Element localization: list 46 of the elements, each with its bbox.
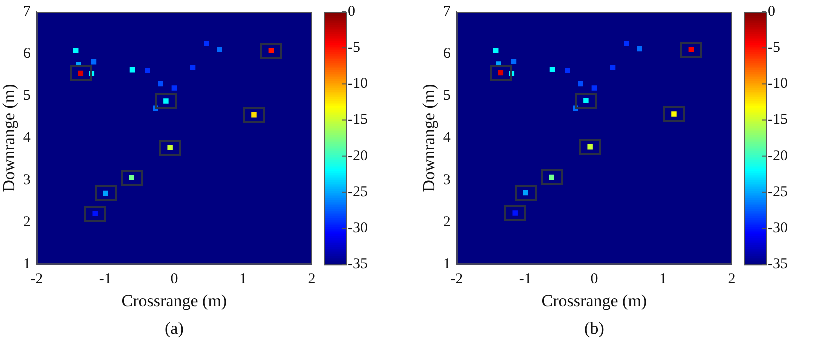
y-tick-label: 3: [23, 172, 31, 188]
x-tick-label: 0: [170, 272, 178, 288]
color-bar-label: -15: [768, 112, 788, 128]
x-tick-label: -2: [30, 272, 44, 288]
x-tick-label: -2: [450, 272, 464, 288]
y-tick-label: 7: [443, 4, 452, 20]
color-bar-label: -35: [348, 256, 368, 273]
x-tick-label: -1: [519, 272, 532, 288]
y-tick-label: 1: [443, 256, 451, 273]
y-tick-label: 1: [23, 256, 31, 273]
x-tick-label: -1: [99, 272, 112, 288]
y-tick-label: 7: [23, 4, 32, 20]
y-axis-title: Downrange (m): [420, 84, 439, 192]
x-tick-label: 2: [308, 272, 316, 288]
y-axis-title: Downrange (m): [0, 84, 19, 192]
y-tick-label: 5: [443, 88, 451, 104]
y-tick-label: 2: [23, 214, 31, 230]
color-bar-label: -5: [348, 40, 360, 56]
color-bar-label: -30: [768, 220, 788, 236]
text: (b): [584, 319, 604, 338]
y-tick-label: 6: [23, 46, 32, 62]
color-bar-label: 0: [768, 4, 776, 20]
color-bar-label: -30: [348, 220, 368, 236]
y-tick-label: 2: [443, 214, 451, 230]
color-bar-label: -10: [768, 76, 788, 92]
color-bar-label: -15: [348, 112, 368, 128]
color-bar-label: -35: [768, 256, 788, 273]
x-tick-label: 2: [728, 272, 736, 288]
x-tick-label: 0: [590, 272, 598, 288]
x-axis-title: Crossrange (m): [542, 291, 648, 310]
color-bar-label: -5: [768, 40, 780, 56]
color-bar-label: -25: [768, 184, 788, 200]
color-bar-label: 0: [348, 4, 356, 20]
color-bar-label: -10: [348, 76, 368, 92]
color-bar-label: -20: [768, 148, 788, 164]
y-tick-label: 6: [443, 46, 452, 62]
y-tick-label: 3: [443, 172, 451, 188]
y-tick-label: 5: [23, 88, 31, 104]
y-tick-label: 4: [23, 130, 32, 146]
text: (a): [165, 319, 184, 338]
x-tick-label: 1: [659, 272, 667, 288]
x-axis-title: Crossrange (m): [122, 291, 228, 310]
color-bar-label: -25: [348, 184, 368, 200]
y-tick-label: 4: [443, 130, 452, 146]
color-bar-label: -20: [348, 148, 368, 164]
x-tick-label: 1: [239, 272, 247, 288]
